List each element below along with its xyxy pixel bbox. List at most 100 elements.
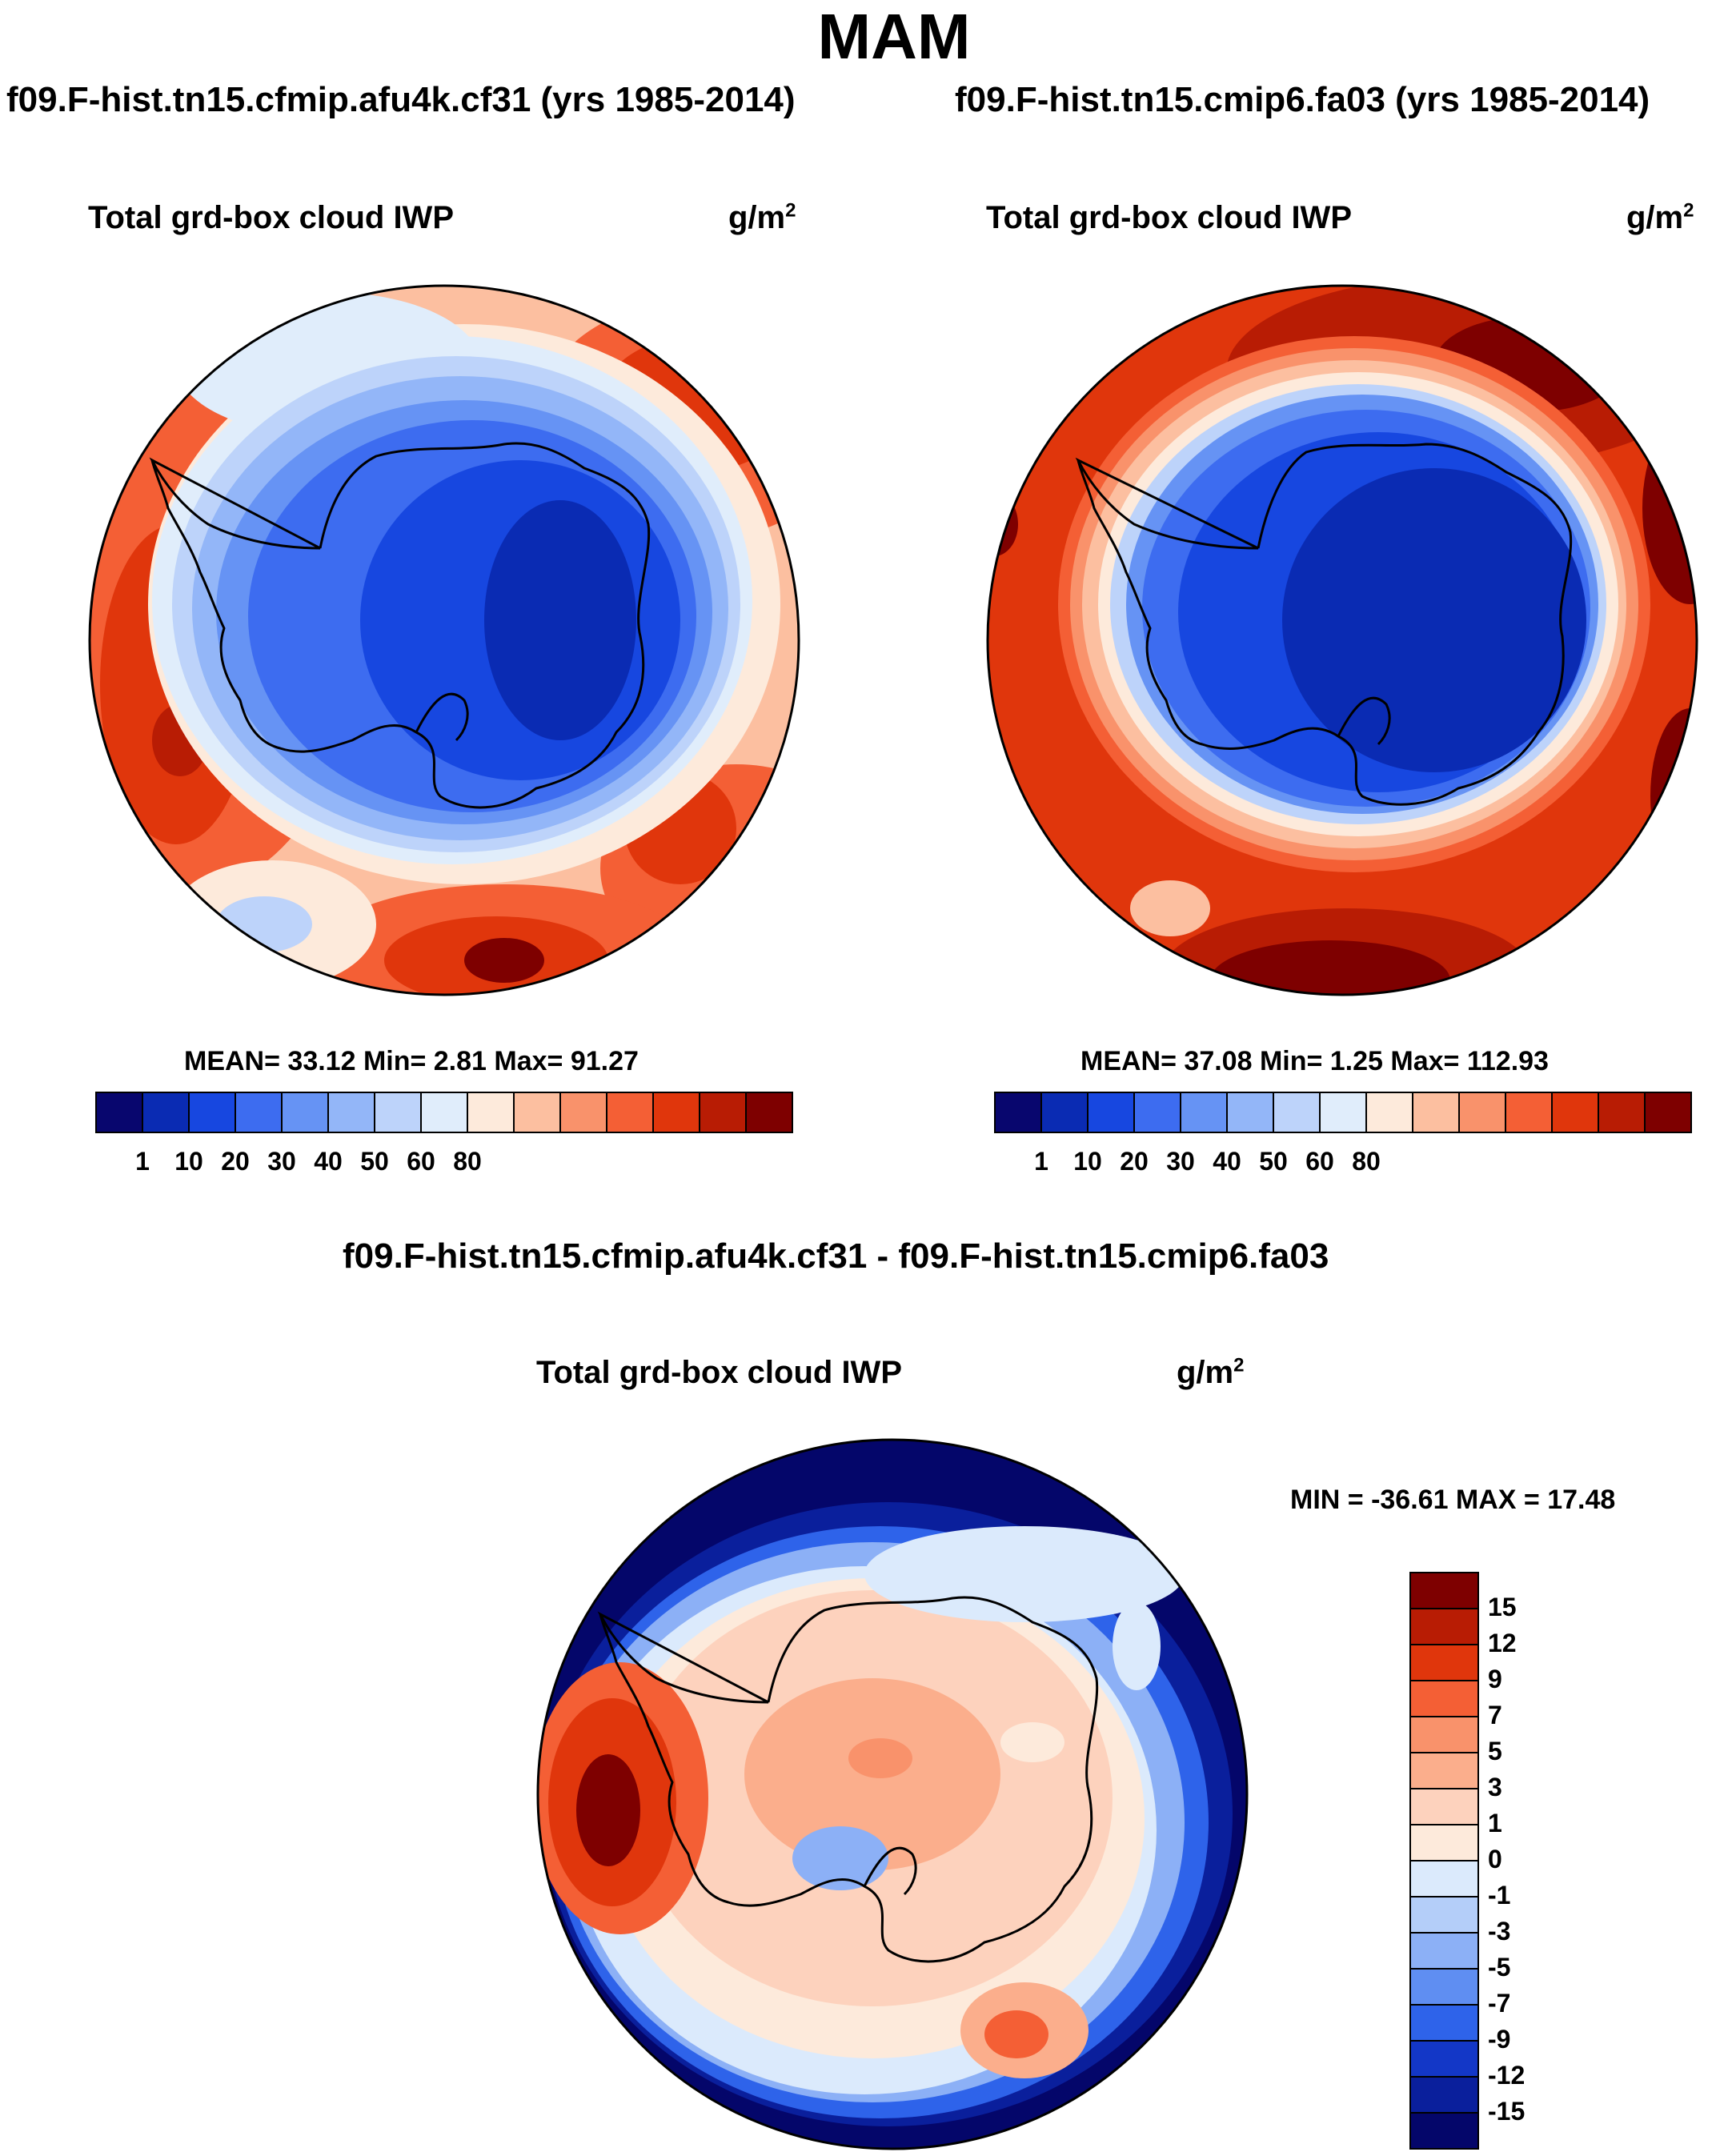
- colorbar-swatch: [1551, 1092, 1599, 1133]
- map-2-boundary: [986, 284, 1698, 996]
- colorbar-swatch: [1409, 1752, 1479, 1789]
- colorbar-tick-label: 7: [1488, 1701, 1502, 1729]
- colorbar-swatch: [95, 1092, 143, 1133]
- colorbar-tick-label: 5: [1488, 1737, 1502, 1765]
- colorbar-swatch: [1409, 1968, 1479, 2006]
- map-diff-field: [792, 1826, 888, 1890]
- panel-1-stats: MEAN= 33.12 Min= 2.81 Max= 91.27: [184, 1046, 639, 1076]
- map-2-field: [1650, 708, 1697, 884]
- colorbar-swatch: [420, 1092, 468, 1133]
- colorbar-swatch: [1409, 1788, 1479, 1825]
- colorbar-tick-label: -12: [1488, 2061, 1526, 2090]
- colorbar-swatch: [1409, 1896, 1479, 1934]
- colorbar-swatch: [1409, 2040, 1479, 2078]
- colorbar-swatch: [374, 1092, 422, 1133]
- colorbar-swatch: [1409, 2004, 1479, 2042]
- colorbar-swatch: [235, 1092, 283, 1133]
- colorbar-swatch: [745, 1092, 793, 1133]
- coastline: [597, 1596, 1099, 1963]
- diff-variable-label: Total grd-box cloud IWP: [536, 1355, 902, 1390]
- map-diff-field: [864, 1526, 1185, 1622]
- colorbar-swatch: [1644, 1092, 1692, 1133]
- colorbar-swatch: [699, 1092, 747, 1133]
- colorbar-tick-label: 50: [360, 1147, 389, 1176]
- colorbar-swatch: [1087, 1092, 1135, 1133]
- panel-2-variable-label: Total grd-box cloud IWP: [986, 200, 1352, 235]
- map-2-field: [988, 492, 1018, 556]
- map-panel-1: [88, 284, 800, 996]
- panel-1-case-title: f09.F-hist.tn15.cfmip.afu4k.cf31 (yrs 19…: [6, 80, 796, 119]
- panel-2-colorbar: [994, 1092, 1692, 1133]
- colorbar-tick-label: 60: [1305, 1147, 1334, 1176]
- coastline: [863, 1846, 917, 1896]
- colorbar-swatch: [142, 1092, 190, 1133]
- colorbar-tick-label: 20: [221, 1147, 250, 1176]
- diff-colorbar: [1409, 1572, 1479, 2150]
- colorbar-swatch: [1409, 2076, 1479, 2114]
- panel-1-variable-label: Total grd-box cloud IWP: [88, 200, 454, 235]
- colorbar-swatch: [1598, 1092, 1646, 1133]
- colorbar-tick-label: 20: [1120, 1147, 1149, 1176]
- colorbar-tick-label: 40: [1213, 1147, 1241, 1176]
- colorbar-swatch: [513, 1092, 561, 1133]
- diff-case-title: f09.F-hist.tn15.cfmip.afu4k.cf31 - f09.F…: [343, 1236, 1329, 1276]
- coastline: [415, 692, 469, 742]
- colorbar-swatch: [1458, 1092, 1506, 1133]
- colorbar-swatch: [1040, 1092, 1089, 1133]
- panel-2-units: g/m2: [1626, 199, 1694, 235]
- colorbar-tick-label: 40: [314, 1147, 343, 1176]
- colorbar-tick-label: 12: [1488, 1629, 1517, 1657]
- colorbar-swatch: [1409, 1824, 1479, 1861]
- panel-1-colorbar: [95, 1092, 793, 1133]
- coastline: [149, 442, 651, 809]
- colorbar-swatch: [1133, 1092, 1181, 1133]
- colorbar-tick-label: -15: [1488, 2097, 1526, 2126]
- map-2-field: [1282, 468, 1586, 772]
- colorbar-swatch: [1409, 1716, 1479, 1753]
- colorbar-tick-label: -5: [1488, 1953, 1511, 1982]
- map-diff-field: [984, 2010, 1048, 2058]
- coastline: [1075, 443, 1573, 806]
- colorbar-swatch: [188, 1092, 236, 1133]
- colorbar-tick-label: 60: [407, 1147, 435, 1176]
- colorbar-swatch: [1409, 1680, 1479, 1717]
- colorbar-swatch: [1180, 1092, 1228, 1133]
- colorbar-swatch: [1409, 1644, 1479, 1681]
- colorbar-swatch: [994, 1092, 1042, 1133]
- colorbar-swatch: [1365, 1092, 1413, 1133]
- map-1-field: [464, 938, 544, 983]
- colorbar-swatch: [1409, 2112, 1479, 2150]
- coastline: [1337, 696, 1391, 746]
- colorbar-tick-label: 1: [1034, 1147, 1048, 1176]
- colorbar-tick-label: 80: [1352, 1147, 1381, 1176]
- map-2-field: [1130, 880, 1210, 936]
- colorbar-swatch: [559, 1092, 607, 1133]
- colorbar-tick-label: -9: [1488, 2025, 1511, 2054]
- colorbar-tick-label: -7: [1488, 1989, 1511, 2018]
- panel-2-case-title: f09.F-hist.tn15.cmip6.fa03 (yrs 1985-201…: [955, 80, 1650, 119]
- map-diff-field: [848, 1738, 912, 1778]
- colorbar-tick-label: 50: [1259, 1147, 1288, 1176]
- colorbar-tick-label: 10: [1073, 1147, 1102, 1176]
- colorbar-tick-label: 30: [1166, 1147, 1195, 1176]
- colorbar-tick-label: 15: [1488, 1593, 1517, 1621]
- colorbar-swatch: [1409, 1608, 1479, 1645]
- colorbar-tick-label: -3: [1488, 1917, 1511, 1946]
- colorbar-swatch: [281, 1092, 329, 1133]
- season-title: MAM: [817, 1, 971, 72]
- colorbar-tick-label: 10: [174, 1147, 203, 1176]
- map-panel-2: [986, 284, 1698, 996]
- colorbar-swatch: [1409, 1572, 1479, 1609]
- colorbar-swatch: [606, 1092, 654, 1133]
- map-diff-field: [1113, 1602, 1161, 1690]
- colorbar-swatch: [652, 1092, 700, 1133]
- map-1-field: [484, 500, 636, 740]
- panel-1-units: g/m2: [728, 199, 796, 235]
- map-diff-panel: [536, 1438, 1249, 2150]
- map-diff-field: [576, 1754, 640, 1866]
- colorbar-tick-label: 9: [1488, 1665, 1502, 1693]
- map-diff-field: [1000, 1722, 1064, 1762]
- colorbar-swatch: [467, 1092, 515, 1133]
- colorbar-swatch: [1273, 1092, 1321, 1133]
- colorbar-swatch: [327, 1092, 375, 1133]
